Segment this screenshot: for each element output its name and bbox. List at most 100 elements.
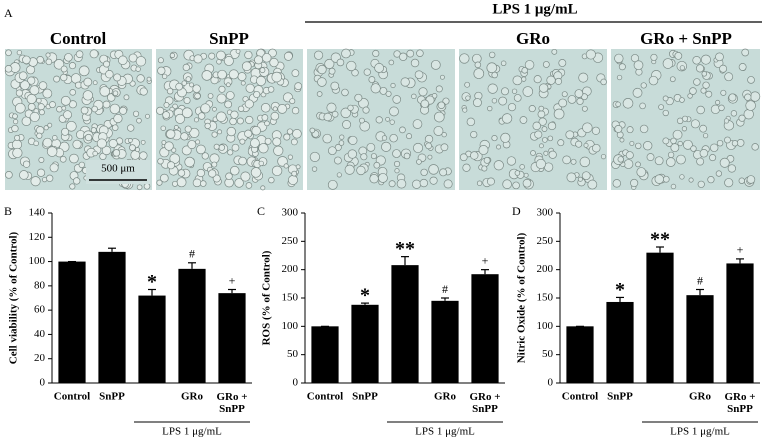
cell — [643, 140, 653, 151]
cell — [250, 167, 262, 178]
cell — [260, 103, 271, 113]
cell — [80, 106, 89, 115]
cell — [524, 60, 535, 70]
cell — [22, 55, 31, 65]
cell — [695, 64, 705, 73]
cell — [646, 153, 655, 161]
cell — [512, 75, 523, 86]
cell — [528, 105, 536, 113]
cell — [366, 142, 376, 152]
error-bar — [108, 247, 116, 252]
cell — [11, 124, 19, 133]
y-tick-label: 0 — [40, 377, 46, 389]
cell — [618, 63, 626, 71]
cell — [53, 59, 65, 70]
cell — [689, 87, 697, 95]
cell — [746, 175, 756, 184]
cell — [277, 104, 288, 114]
cell — [389, 133, 398, 143]
cell — [90, 127, 97, 134]
cell — [267, 86, 275, 93]
cell — [36, 97, 42, 104]
cell — [496, 144, 502, 150]
cell — [49, 101, 56, 109]
cell — [574, 89, 584, 98]
cell — [194, 92, 201, 100]
x-tick-label: SnPP — [99, 391, 125, 403]
cell — [522, 178, 532, 188]
error-bar — [361, 302, 369, 305]
cell — [530, 150, 536, 156]
cell — [127, 137, 133, 143]
cell — [674, 52, 683, 60]
significance-mark: ** — [395, 238, 415, 260]
cell — [493, 160, 504, 171]
cell — [491, 135, 498, 142]
cell — [679, 174, 685, 180]
panel-label: C — [257, 204, 265, 218]
cell — [538, 105, 545, 112]
cell — [47, 122, 53, 128]
cell — [38, 109, 45, 116]
y-tick-label: 80 — [34, 279, 46, 291]
cell — [412, 179, 422, 189]
cell — [12, 113, 18, 120]
cell — [372, 49, 380, 58]
x-tick-label: SnPP — [607, 391, 633, 403]
cell — [82, 90, 94, 101]
cell — [648, 75, 659, 86]
cell — [662, 95, 669, 102]
cell — [702, 81, 710, 89]
cell — [412, 119, 423, 129]
cell — [59, 155, 67, 163]
cell — [537, 110, 546, 119]
cell — [470, 130, 478, 139]
cell — [667, 151, 675, 159]
bar — [391, 265, 419, 383]
cell — [513, 94, 522, 102]
cell — [636, 167, 647, 177]
cell — [140, 139, 146, 145]
cell — [625, 151, 634, 160]
cell — [500, 132, 511, 143]
cell — [715, 99, 721, 105]
cell — [487, 83, 498, 94]
cell — [270, 111, 280, 121]
cell — [136, 117, 142, 124]
cell — [181, 107, 193, 119]
cell — [538, 83, 549, 93]
cell — [244, 99, 254, 109]
cell — [669, 76, 676, 83]
cell — [392, 149, 401, 158]
cell — [370, 83, 381, 94]
x-tick-label: SnPP — [352, 391, 378, 403]
bar — [566, 326, 594, 383]
cell — [362, 106, 370, 114]
panel-title: Control — [50, 29, 107, 48]
cell — [251, 126, 261, 136]
cell — [228, 69, 239, 80]
cell — [42, 88, 53, 99]
cell — [687, 93, 693, 99]
cell — [4, 65, 13, 73]
cell — [672, 129, 683, 140]
cell — [523, 172, 529, 178]
cell — [709, 143, 719, 153]
cell — [348, 135, 358, 146]
x-tick-label: Control — [307, 391, 343, 403]
cell — [679, 65, 685, 71]
cell — [227, 149, 234, 156]
cell — [363, 68, 371, 76]
cell — [313, 50, 324, 60]
cell — [541, 126, 548, 132]
cell — [476, 180, 483, 186]
cell — [14, 102, 26, 114]
cell — [341, 88, 349, 97]
cell — [670, 143, 680, 153]
cell — [709, 154, 717, 162]
cell — [710, 104, 721, 114]
cell — [192, 178, 202, 188]
cell — [268, 176, 275, 184]
cell — [213, 143, 220, 150]
cell — [195, 139, 201, 145]
